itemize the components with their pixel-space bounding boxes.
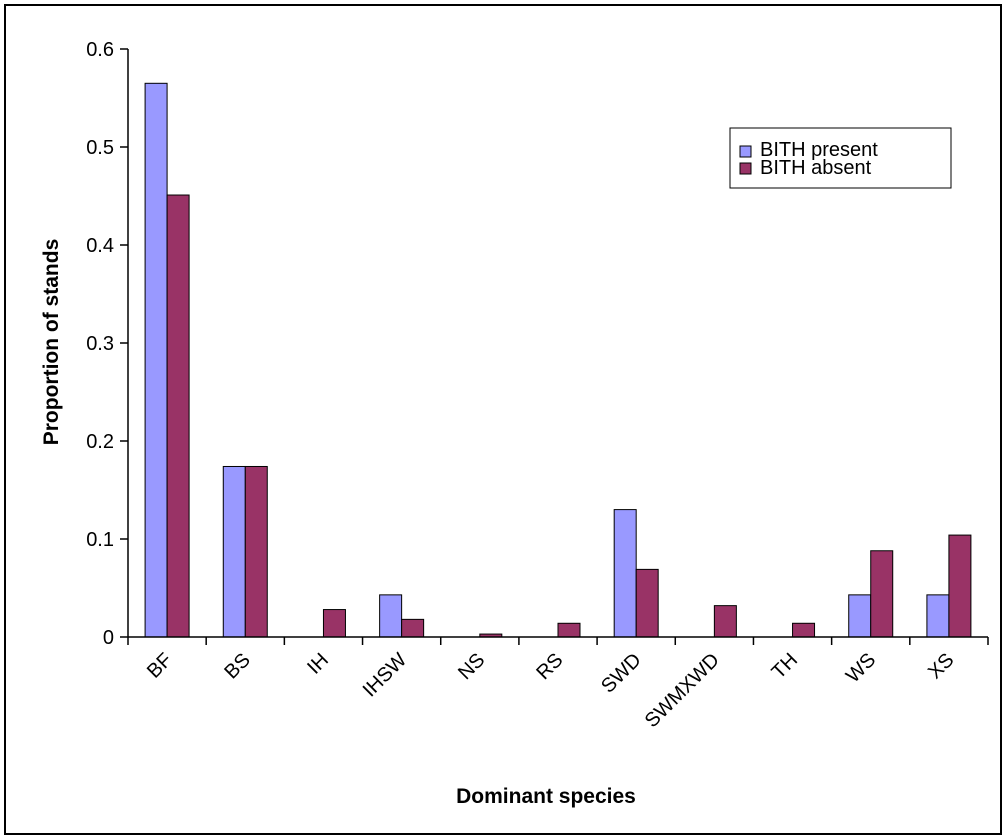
y-ticks-group: 0 0.1 0.2 0.3 0.4 0.5 0.6	[86, 39, 128, 649]
bar-bith-present-swd	[613, 509, 637, 638]
y-tick-label: 0.5	[86, 137, 114, 159]
y-axis-title: Proportion of stands	[40, 239, 63, 446]
legend-label-bith-absent: BITH absent	[760, 157, 872, 179]
bar-bith-absent-ihsw	[401, 618, 425, 638]
legend-frame	[729, 127, 952, 189]
bar-bith-absent-ih	[322, 609, 346, 638]
y-tick-label: 0.4	[86, 235, 114, 257]
x-axis-title: Dominant species	[456, 785, 636, 808]
legend: BITH present BITH absent	[729, 127, 952, 189]
legend-swatch-bith-absent	[739, 162, 752, 175]
bar-bith-absent-swd	[635, 568, 659, 638]
y-tick-label: 0	[103, 627, 114, 649]
bar-bith-present-bf	[144, 82, 168, 638]
bar-bith-present-ihsw	[379, 594, 403, 638]
bar-bith-present-ws	[848, 594, 872, 638]
bar-bith-present-xs	[926, 594, 950, 638]
bar-bith-absent-swmxwd	[713, 605, 737, 638]
y-tick-label: 0.3	[86, 333, 114, 355]
legend-swatch-bith-present	[739, 145, 752, 158]
bar-bith-present-bs	[222, 465, 246, 638]
legend-label-bith-present: BITH present	[760, 139, 878, 161]
bar-bith-absent-rs	[557, 622, 581, 638]
y-tick-label: 0.1	[86, 529, 114, 551]
bar-bith-absent-ws	[870, 550, 894, 638]
bars-group	[144, 82, 972, 638]
bar-bith-absent-th	[792, 622, 816, 638]
bar-bith-absent-bf	[166, 194, 190, 638]
bar-bith-absent-xs	[948, 534, 972, 638]
bar-bith-absent-bs	[244, 465, 268, 638]
y-tick-label: 0.2	[86, 431, 114, 453]
y-tick-label: 0.6	[86, 39, 114, 61]
